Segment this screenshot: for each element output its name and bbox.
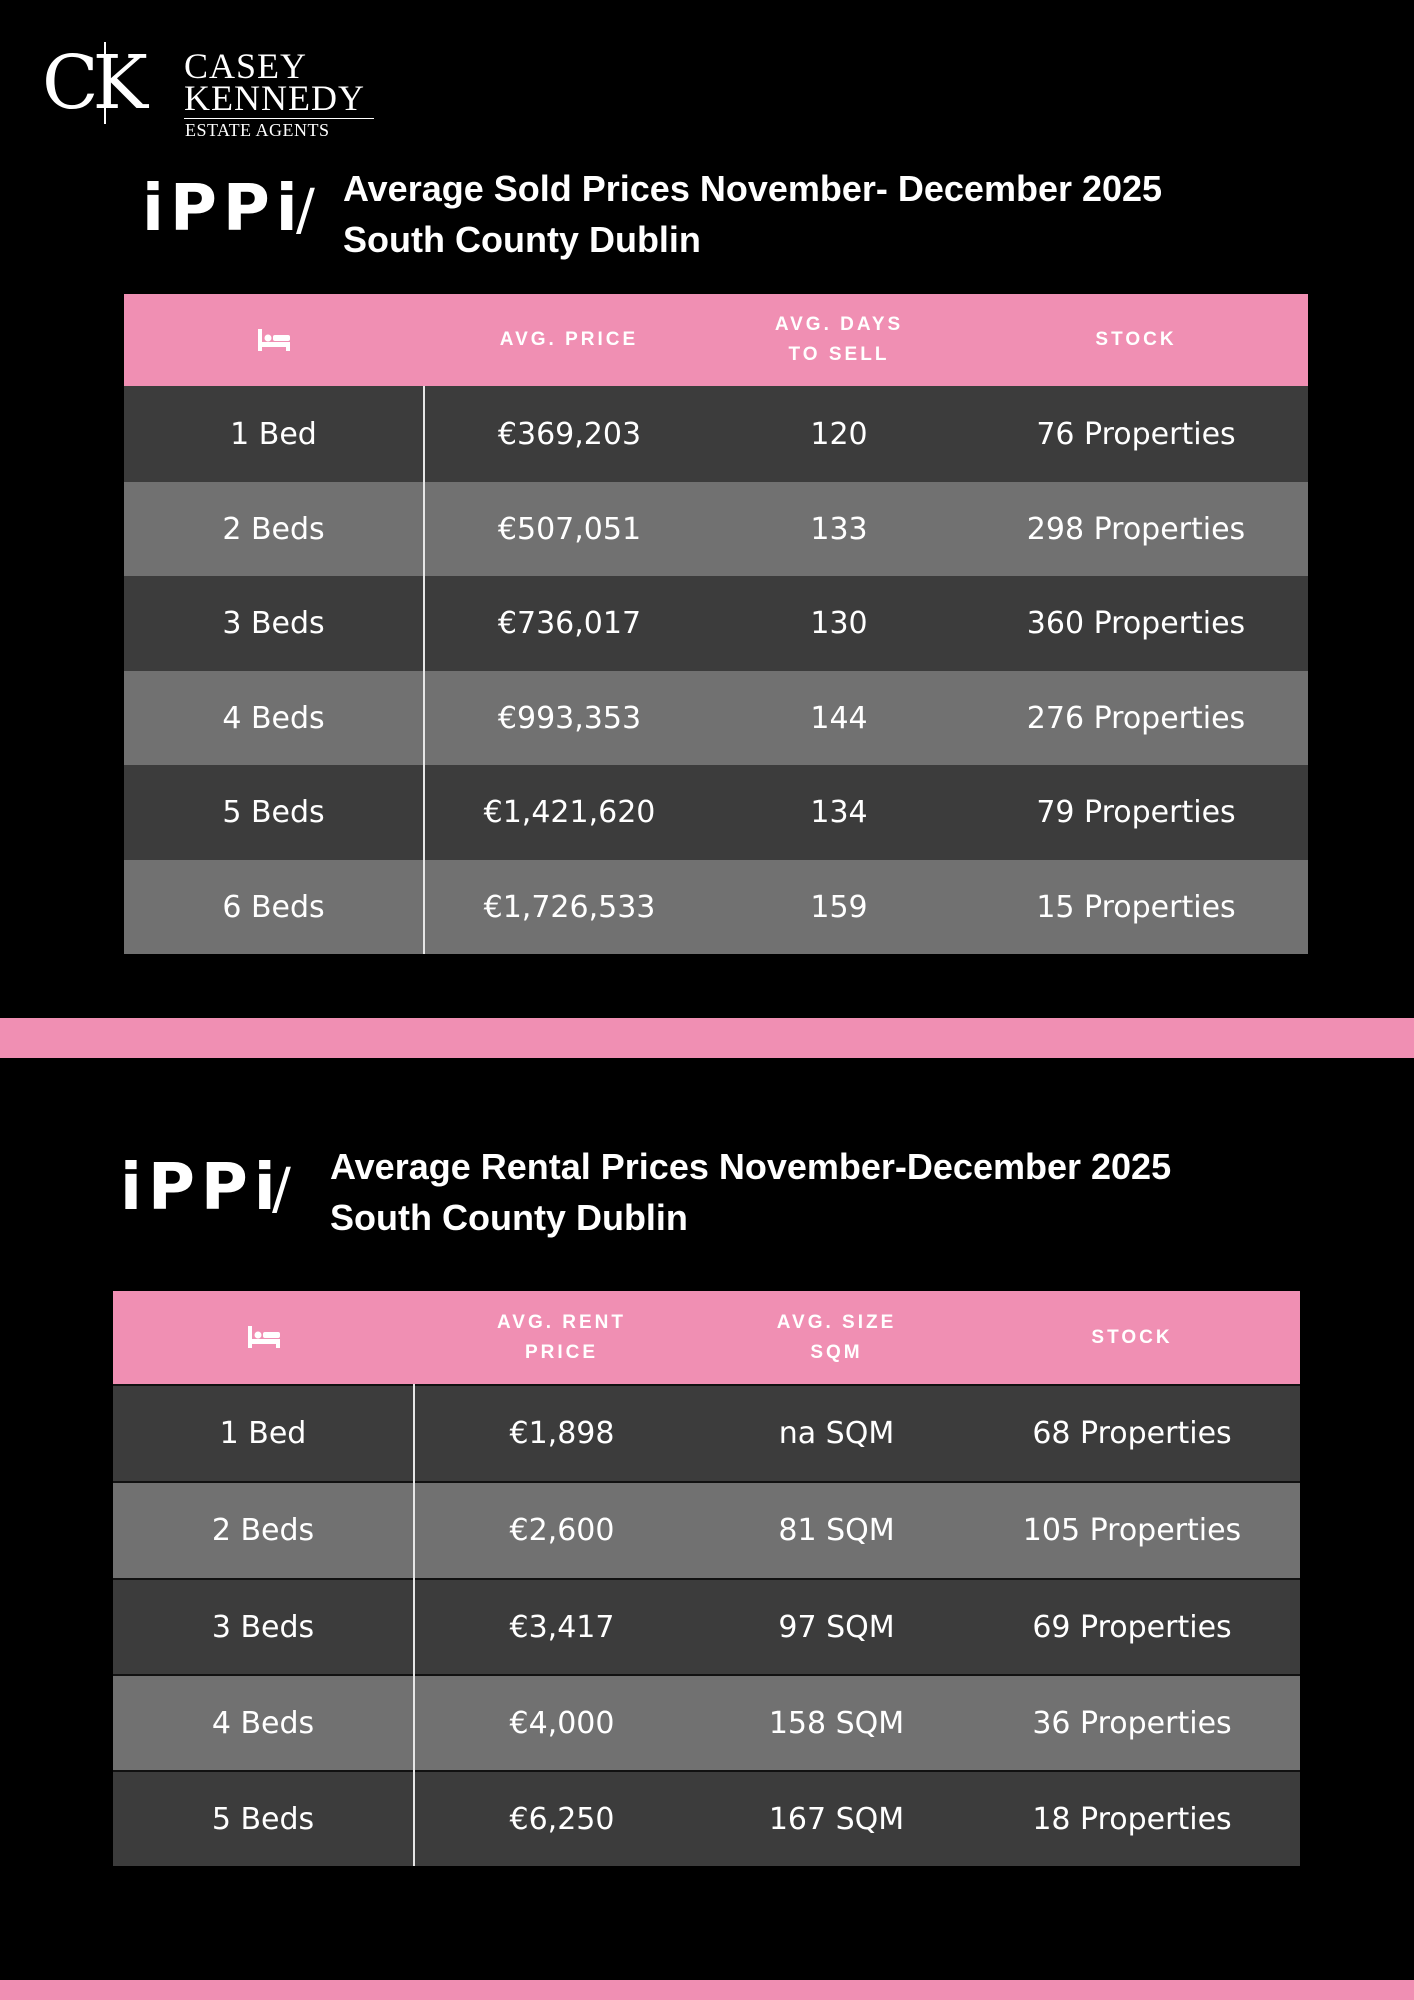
- bed-cell: 1 Bed: [124, 386, 425, 482]
- size-cell: 158 SQM: [768, 1705, 905, 1741]
- rent-price-cell: €3,417: [509, 1609, 615, 1645]
- table-row: 4 Beds €4,000 158 SQM 36 Properties: [113, 1675, 1300, 1771]
- sold-header-bedrooms: [124, 294, 424, 386]
- logo-monogram-bar: [104, 42, 106, 124]
- rent-price-cell: €6,250: [509, 1801, 615, 1837]
- sold-header-price: AVG. PRICE: [499, 329, 639, 350]
- size-cell: 81 SQM: [778, 1513, 895, 1548]
- size-cell: na SQM: [778, 1416, 895, 1451]
- table-row: 5 Beds €6,250 167 SQM 18 Properties: [113, 1771, 1300, 1866]
- rental-ippi-label: iPPi: [120, 1151, 282, 1225]
- rental-header-size-line1: AVG. SIZE: [776, 1311, 897, 1333]
- days-cell: 134: [810, 795, 868, 830]
- stock-cell: 18 Properties: [1032, 1801, 1232, 1837]
- table-row: 3 Beds €736,017 130 360 Properties: [124, 576, 1308, 671]
- bed-cell: 2 Beds: [113, 1482, 415, 1579]
- rental-heading-slash: /: [272, 1157, 291, 1222]
- price-cell: €1,421,620: [483, 795, 656, 830]
- rental-title-line1: Average Rental Prices November-December …: [330, 1146, 1172, 1187]
- rental-header-row: AVG. RENT PRICE AVG. SIZE SQM STOCK: [113, 1291, 1300, 1385]
- sold-title-line2: South County Dublin: [343, 219, 701, 260]
- size-cell: 97 SQM: [778, 1609, 895, 1645]
- rental-prices-table: AVG. RENT PRICE AVG. SIZE SQM STOCK 1 Be…: [113, 1291, 1300, 1866]
- bottom-band: [0, 1980, 1414, 2000]
- logo-tagline: ESTATE AGENTS: [185, 120, 330, 140]
- sold-header-days-line2: TO SELL: [788, 344, 890, 365]
- sold-header-days: AVG. DAYS TO SELL: [714, 294, 964, 386]
- days-cell: 144: [810, 700, 868, 736]
- logo-name-line2: KENNEDY: [184, 78, 365, 118]
- bed-cell: 1 Bed: [113, 1385, 415, 1482]
- bed-cell: 3 Beds: [113, 1579, 415, 1675]
- sold-prices-table: AVG. PRICE AVG. DAYS TO SELL STOCK 1 Bed…: [124, 294, 1308, 954]
- sold-header-stock: STOCK: [1095, 329, 1177, 350]
- rent-price-cell: €1,898: [509, 1416, 615, 1451]
- table-row: 5 Beds €1,421,620 134 79 Properties: [124, 765, 1308, 860]
- stock-cell: 298 Properties: [1026, 511, 1246, 547]
- brand-logo: CK CASEY KENNEDY ESTATE AGENTS: [42, 40, 382, 140]
- rental-header-size-line2: SQM: [810, 1341, 863, 1363]
- table-row: 6 Beds €1,726,533 159 15 Properties: [124, 860, 1308, 954]
- rental-header-price-line1: AVG. RENT: [496, 1311, 627, 1333]
- rental-header-price: AVG. RENT PRICE: [414, 1291, 709, 1385]
- rental-header-price-line2: PRICE: [524, 1341, 599, 1363]
- rent-price-cell: €2,600: [509, 1513, 615, 1548]
- days-cell: 159: [810, 889, 868, 925]
- section-divider-band: [0, 1018, 1414, 1058]
- stock-cell: 276 Properties: [1026, 700, 1246, 736]
- price-cell: €507,051: [497, 511, 642, 547]
- sold-header-days-line1: AVG. DAYS: [774, 314, 904, 335]
- price-cell: €993,353: [497, 700, 642, 736]
- logo-divider: [184, 118, 374, 119]
- stock-cell: 68 Properties: [1032, 1416, 1232, 1451]
- bed-cell: 4 Beds: [124, 671, 425, 765]
- price-cell: €1,726,533: [483, 889, 656, 925]
- size-cell: 167 SQM: [768, 1801, 905, 1837]
- price-cell: €736,017: [497, 606, 642, 641]
- stock-cell: 105 Properties: [1022, 1513, 1242, 1548]
- bed-cell: 5 Beds: [113, 1771, 415, 1866]
- days-cell: 133: [810, 511, 868, 547]
- stock-cell: 15 Properties: [1036, 889, 1236, 925]
- bed-icon: [247, 1326, 280, 1349]
- table-row: 3 Beds €3,417 97 SQM 69 Properties: [113, 1579, 1300, 1675]
- table-row: 4 Beds €993,353 144 276 Properties: [124, 671, 1308, 765]
- table-row: 2 Beds €2,600 81 SQM 105 Properties: [113, 1482, 1300, 1579]
- stock-cell: 79 Properties: [1036, 795, 1236, 830]
- days-cell: 120: [810, 416, 868, 452]
- days-cell: 130: [810, 606, 868, 641]
- table-row: 2 Beds €507,051 133 298 Properties: [124, 482, 1308, 576]
- logo-monogram: CK: [42, 40, 148, 126]
- sold-title-line1: Average Sold Prices November- December 2…: [343, 168, 1163, 209]
- sold-heading-slash: /: [296, 178, 315, 243]
- table-row: 1 Bed €369,203 120 76 Properties: [124, 386, 1308, 482]
- table-row: 1 Bed €1,898 na SQM 68 Properties: [113, 1385, 1300, 1482]
- logo-name-line1: CASEY: [184, 46, 308, 86]
- rent-price-cell: €4,000: [509, 1705, 615, 1741]
- sold-ippi-label: iPPi: [142, 172, 304, 246]
- stock-cell: 76 Properties: [1036, 416, 1236, 452]
- stock-cell: 360 Properties: [1026, 606, 1246, 641]
- sold-header-row: AVG. PRICE AVG. DAYS TO SELL STOCK: [124, 294, 1308, 386]
- rental-title-line2: South County Dublin: [330, 1197, 688, 1238]
- bed-cell: 2 Beds: [124, 482, 425, 576]
- bed-cell: 4 Beds: [113, 1675, 415, 1771]
- rental-header-stock: STOCK: [1091, 1326, 1173, 1348]
- price-cell: €369,203: [497, 416, 642, 452]
- rental-header-size: AVG. SIZE SQM: [709, 1291, 964, 1385]
- stock-cell: 69 Properties: [1032, 1609, 1232, 1645]
- bed-cell: 3 Beds: [124, 576, 425, 671]
- stock-cell: 36 Properties: [1032, 1705, 1232, 1741]
- rental-header-bedrooms: [113, 1291, 414, 1385]
- bed-icon: [258, 328, 290, 351]
- bed-cell: 5 Beds: [124, 765, 425, 860]
- bed-cell: 6 Beds: [124, 860, 425, 954]
